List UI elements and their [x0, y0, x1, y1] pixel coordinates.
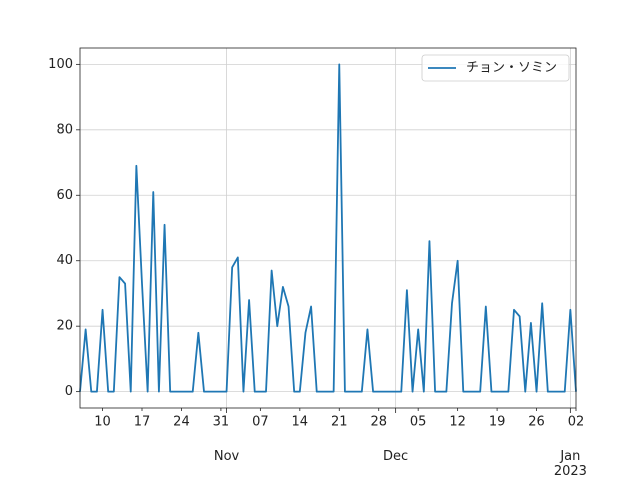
x-major-tick-label: Nov [214, 449, 240, 464]
x-tick-label: 21 [331, 415, 348, 430]
x-tick-label: 12 [449, 415, 466, 430]
legend-box [421, 54, 570, 82]
plot-frame [79, 47, 577, 409]
x-major-tick-label: Dec [383, 449, 408, 464]
line [79, 63, 577, 393]
y-tick-label: 80 [56, 122, 73, 137]
x-tick-label: 10 [94, 415, 111, 430]
x-tick-label: 26 [528, 415, 545, 430]
y-tick-label: 20 [56, 319, 73, 334]
x-tick-label: 07 [252, 415, 269, 430]
x-tick-label: 14 [292, 415, 309, 430]
x-tick-label: 31 [213, 415, 230, 430]
legend-label: チョン・ソミン [466, 61, 557, 76]
x-major-tick-label: Jan 2023 [554, 449, 587, 479]
x-tick-label: 24 [173, 415, 190, 430]
y-tick-label: 40 [56, 253, 73, 268]
y-tick-label: 60 [56, 188, 73, 203]
x-tick-label: 19 [489, 415, 506, 430]
x-tick-label: 02 [568, 415, 585, 430]
y-tick-label: 100 [48, 57, 73, 72]
y-tick-label: 0 [65, 384, 73, 399]
x-tick-label: 05 [410, 415, 427, 430]
x-tick-label: 17 [134, 415, 151, 430]
legend: チョン・ソミン [421, 54, 570, 82]
x-tick-label: 28 [370, 415, 387, 430]
